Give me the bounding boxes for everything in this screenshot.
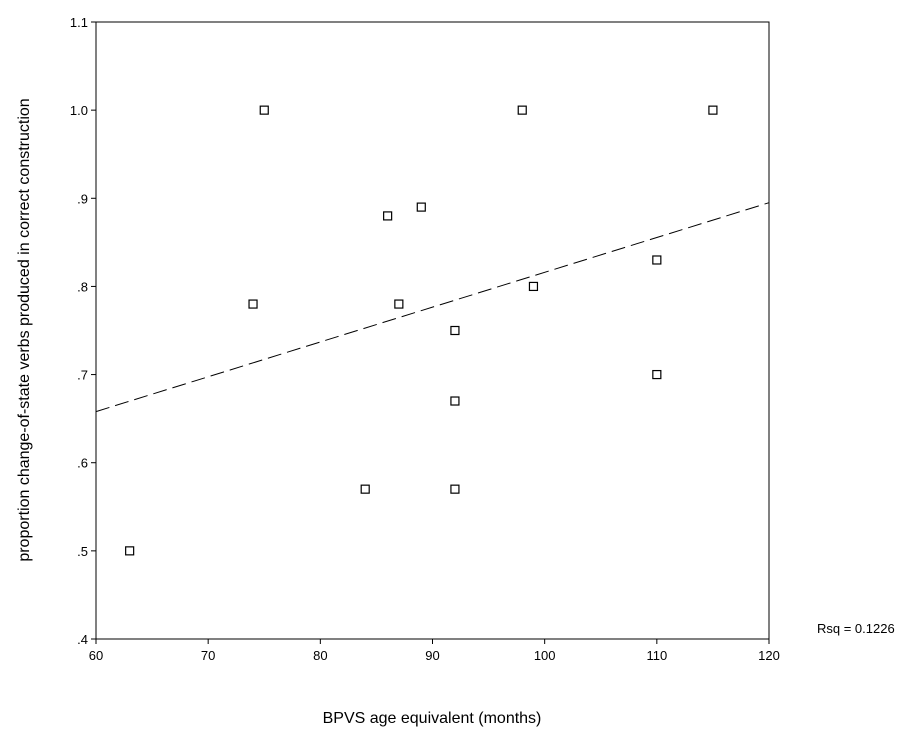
data-point bbox=[360, 484, 370, 494]
x-tick-label: 90 bbox=[425, 648, 439, 663]
data-point bbox=[652, 255, 662, 265]
rsq-annotation: Rsq = 0.1226 bbox=[817, 621, 895, 636]
y-tick-label: .7 bbox=[77, 368, 88, 383]
x-tick-label: 60 bbox=[89, 648, 103, 663]
data-point bbox=[248, 299, 258, 309]
x-axis-title: BPVS age equivalent (months) bbox=[323, 710, 542, 727]
data-point bbox=[450, 325, 460, 336]
data-points bbox=[125, 105, 718, 556]
plot-frame bbox=[95, 21, 770, 640]
data-point bbox=[394, 299, 404, 309]
y-tick-label: .8 bbox=[77, 279, 88, 294]
data-point bbox=[125, 546, 135, 556]
regression-fit-line bbox=[95, 202, 770, 413]
y-axis-ticks: .4 .5 .6 .7 .8 .9 1.0 1.1 bbox=[70, 15, 96, 647]
y-axis-title: proportion change-of-state verbs produce… bbox=[16, 98, 33, 561]
y-tick-label: .5 bbox=[77, 544, 88, 559]
data-point bbox=[416, 202, 426, 212]
data-point bbox=[517, 105, 527, 115]
data-point bbox=[259, 105, 269, 115]
x-tick-label: 110 bbox=[646, 648, 667, 663]
data-point bbox=[708, 105, 718, 115]
data-point bbox=[450, 484, 460, 494]
y-tick-label: 1.0 bbox=[70, 103, 88, 118]
x-axis-ticks: 60 70 80 90 100 110 120 bbox=[89, 639, 780, 663]
y-tick-label: .6 bbox=[77, 456, 88, 471]
data-point bbox=[528, 281, 539, 292]
y-tick-label: .4 bbox=[77, 632, 88, 647]
x-tick-label: 80 bbox=[313, 648, 327, 663]
data-point bbox=[450, 396, 460, 406]
y-tick-label: .9 bbox=[77, 191, 88, 206]
x-tick-label: 120 bbox=[758, 648, 780, 663]
data-point bbox=[652, 369, 662, 380]
y-tick-label: 1.1 bbox=[70, 15, 88, 30]
data-point bbox=[383, 211, 393, 221]
x-tick-label: 70 bbox=[201, 648, 215, 663]
x-tick-label: 100 bbox=[534, 648, 556, 663]
